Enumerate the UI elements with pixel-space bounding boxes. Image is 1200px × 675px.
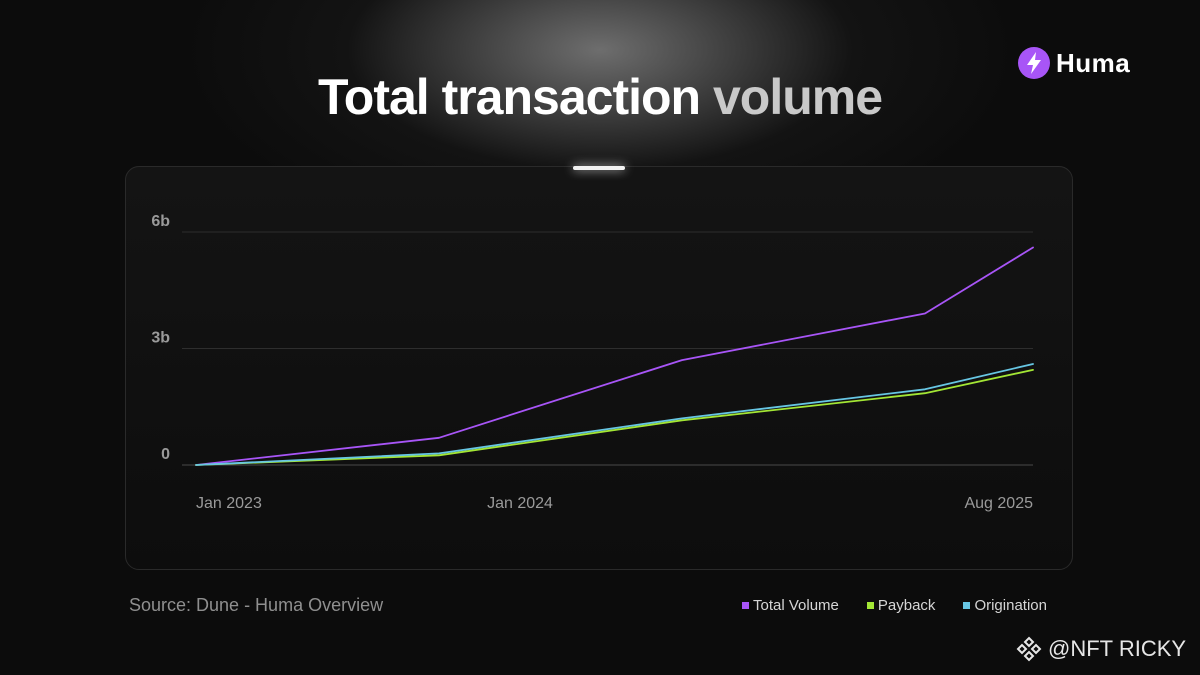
- legend-swatch: [866, 602, 874, 609]
- series-lines: [195, 246, 1034, 466]
- y-tick-label: 6b: [151, 213, 170, 230]
- title-part-2: volume: [700, 69, 883, 125]
- series-line-total-volume: [195, 246, 1034, 466]
- y-tick-label: 0: [161, 446, 170, 463]
- series-line-origination: [195, 363, 1034, 466]
- brand-logo: Huma: [1018, 46, 1130, 80]
- grid-lines: [182, 231, 1033, 466]
- legend-item-origination: Origination: [963, 597, 1047, 614]
- legend-label: Payback: [877, 597, 936, 614]
- page-title: Total transaction volume: [0, 68, 1200, 126]
- y-tick-label: 3b: [151, 330, 170, 347]
- y-axis-ticks: 0 3b 6b: [151, 213, 170, 463]
- chart-panel: [125, 166, 1073, 570]
- legend-label: Total Volume: [753, 597, 839, 614]
- chart-legend: Total Volume Payback Origination: [742, 597, 1047, 614]
- panel-highlight: [573, 166, 625, 170]
- x-axis-ticks: Jan 2023 Jan 2024 Aug 2025: [196, 495, 1033, 512]
- source-note: Source: Dune - Huma Overview: [129, 595, 384, 615]
- title-part-1: Total transaction: [317, 69, 701, 125]
- series-line-payback: [195, 368, 1034, 466]
- legend-swatch: [742, 602, 749, 609]
- x-tick-label: Aug 2025: [964, 495, 1033, 512]
- watermark-text: @NFT RICKY: [1048, 636, 1187, 661]
- brand-name: Huma: [1056, 47, 1131, 78]
- x-tick-label: Jan 2024: [487, 495, 553, 512]
- watermark: @NFT RICKY: [1016, 636, 1186, 662]
- legend-item-payback: Payback: [866, 597, 936, 614]
- x-tick-label: Jan 2023: [196, 495, 262, 512]
- lightning-bolt-icon: [1018, 47, 1050, 79]
- legend-label: Origination: [974, 597, 1047, 614]
- legend-item-total-volume: Total Volume: [742, 597, 839, 614]
- legend-swatch: [963, 602, 971, 609]
- diamond-logo-icon: [1016, 636, 1042, 662]
